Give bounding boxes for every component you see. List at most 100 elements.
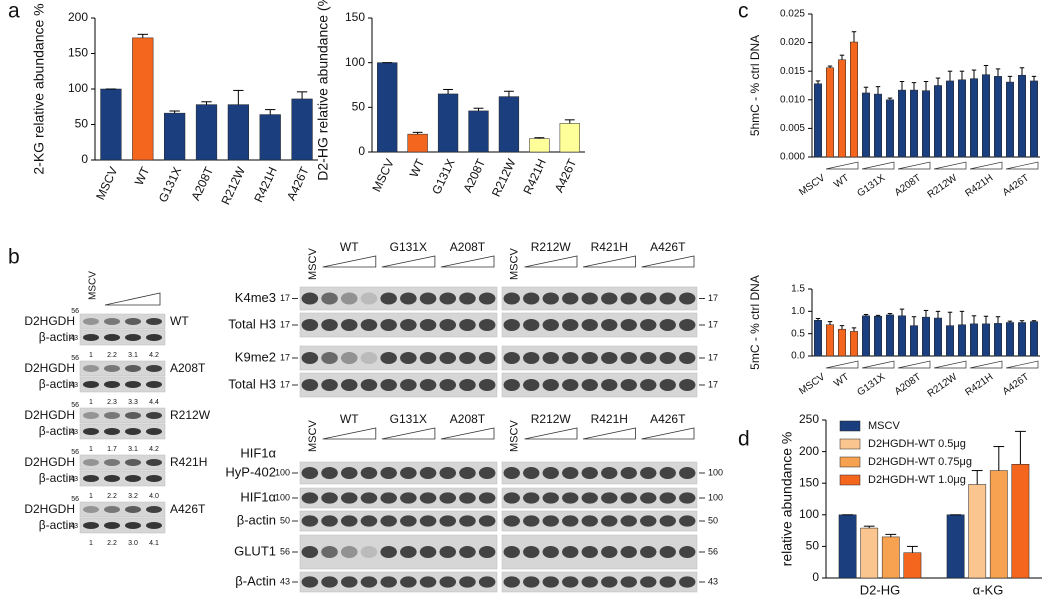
bar xyxy=(970,78,978,158)
blot-band xyxy=(659,492,676,504)
row-label: Total H3 xyxy=(228,376,276,391)
bar xyxy=(407,133,428,153)
legend-swatch xyxy=(839,420,861,432)
size-marker: 17 xyxy=(708,379,718,389)
x-tick-label: WT xyxy=(132,164,153,187)
blot-band xyxy=(400,319,417,331)
dose-ramp xyxy=(825,360,859,369)
blot-band xyxy=(562,467,579,479)
bar xyxy=(850,331,858,357)
blot-band xyxy=(340,319,358,331)
x-tick-label: R212W xyxy=(218,164,248,207)
size-marker: 17 xyxy=(708,352,718,362)
blot-band xyxy=(640,352,657,364)
y-tick-label: 100 xyxy=(345,55,365,69)
dose-ramp xyxy=(524,427,578,440)
blot-band xyxy=(301,492,319,504)
size-marker: 56 xyxy=(71,355,79,362)
lane-label: R212W xyxy=(531,412,572,426)
blot-band xyxy=(620,292,637,305)
blot-band xyxy=(360,546,378,558)
x-tick-label: WT xyxy=(832,372,851,390)
x-tick-label: MSCV xyxy=(797,371,827,397)
row-label: GLUT1 xyxy=(234,543,276,558)
quant-label: 1 xyxy=(89,493,93,500)
blot xyxy=(79,360,166,377)
bar xyxy=(934,317,942,357)
blot-band xyxy=(419,379,437,391)
bar xyxy=(468,110,489,153)
blot-band xyxy=(478,319,496,331)
quant-label: 4.0 xyxy=(149,493,159,500)
blot-band xyxy=(478,292,496,305)
blot-band xyxy=(321,292,338,305)
blot-band xyxy=(301,379,319,391)
dose-ramp xyxy=(641,255,695,268)
blot-band xyxy=(601,352,618,364)
blot-band xyxy=(640,546,657,558)
blot-band xyxy=(125,365,141,372)
blot-band xyxy=(640,492,657,504)
size-marker: 100 xyxy=(275,492,290,502)
blot-band xyxy=(659,576,676,588)
blot-band xyxy=(659,515,676,527)
blot-band xyxy=(503,379,520,391)
dose-ramp xyxy=(582,255,636,268)
y-tick-label: 200 xyxy=(799,444,819,458)
blot-band xyxy=(620,492,637,504)
blot-band xyxy=(321,515,338,527)
x-tick-label: MSCV xyxy=(93,165,120,202)
blot-band xyxy=(301,546,319,558)
x-tick-label: WT xyxy=(407,156,428,179)
bar xyxy=(874,315,882,357)
blot-band xyxy=(503,352,520,364)
x-tick-label: A426T xyxy=(552,156,580,195)
blot-band xyxy=(459,492,476,504)
mutant-label: R212W xyxy=(170,408,211,422)
y-axis-label: 5hmC - % ctrl DNA xyxy=(748,35,762,136)
bar xyxy=(559,123,580,153)
blot-band xyxy=(104,428,120,435)
dose-ramp xyxy=(1005,360,1039,369)
blot-band xyxy=(640,515,657,527)
blot-band xyxy=(439,319,457,331)
x-tick-label: D2-HG xyxy=(860,582,900,597)
x-tick-label: A208T xyxy=(893,372,923,398)
blot-band xyxy=(340,492,358,504)
bar xyxy=(529,138,550,153)
blot-band xyxy=(620,576,637,588)
size-marker: 100 xyxy=(708,467,723,477)
blot-band xyxy=(439,379,457,391)
blot-band xyxy=(83,334,99,341)
blot-band xyxy=(562,576,579,588)
bar xyxy=(195,104,218,161)
blot-band xyxy=(640,379,657,391)
bar xyxy=(862,92,870,158)
blot-band xyxy=(83,475,99,482)
row-label: D2HGDH xyxy=(24,314,75,328)
blot xyxy=(79,313,166,330)
size-marker: 50 xyxy=(708,515,718,525)
bar xyxy=(982,74,990,158)
y-tick-label: 1.5 xyxy=(791,284,805,295)
blot-band xyxy=(125,428,141,435)
y-tick-label: 50 xyxy=(352,100,366,114)
blot-band xyxy=(146,334,162,341)
blot xyxy=(79,454,166,471)
x-tick-label: G131X xyxy=(156,165,184,205)
y-tick-label: 250 xyxy=(799,412,819,426)
blot-band xyxy=(380,492,397,504)
size-marker: 17 xyxy=(280,319,290,329)
size-marker: 56 xyxy=(71,496,79,503)
blot xyxy=(79,470,166,487)
lane-label: R421H xyxy=(591,412,628,426)
bar xyxy=(968,484,987,579)
bar xyxy=(881,536,900,579)
bar xyxy=(946,325,954,357)
size-marker: 56 xyxy=(71,308,79,315)
size-marker: 17 xyxy=(708,319,718,329)
dose-ramp xyxy=(825,161,859,170)
size-marker: 17 xyxy=(708,293,718,303)
blot-band xyxy=(679,492,696,504)
